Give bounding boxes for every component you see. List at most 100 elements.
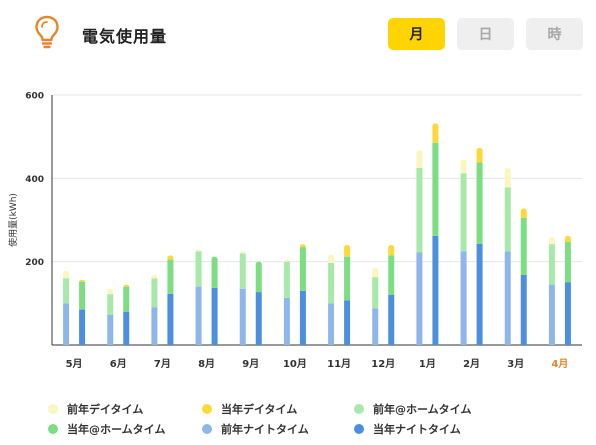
legend-label: 当年ナイトタイム xyxy=(373,423,461,436)
tab-month[interactable]: 月 xyxy=(388,18,445,50)
legend-item: 前年デイタイム xyxy=(48,401,143,417)
bar-segment xyxy=(107,294,114,315)
bar-segment xyxy=(432,123,439,143)
bar-segment xyxy=(283,259,290,263)
legend-item: 前年@ホームタイム xyxy=(354,401,471,417)
bar-segment xyxy=(195,251,202,287)
bar-segment xyxy=(123,284,130,288)
bar-segment xyxy=(564,282,571,345)
bar-segment xyxy=(239,253,246,289)
bar-segment xyxy=(123,286,130,312)
bar-segment xyxy=(520,208,527,218)
bar-segment xyxy=(520,217,527,275)
bar-segment xyxy=(372,277,379,309)
y-axis-label: 使用量(kWh) xyxy=(7,193,19,247)
bar-segment xyxy=(299,244,306,248)
y-tick-label: 400 xyxy=(25,175,44,185)
x-tick-label: 10月 xyxy=(283,358,307,370)
bar-segment xyxy=(548,237,555,245)
usage-chart: 200 400 600 使用量(kWh) 5月 6月 7月 8月 9月 10月 11月 12月 1月 2月… xyxy=(7,92,582,370)
legend-item: 前年ナイトタイム xyxy=(202,421,309,437)
bar-segment xyxy=(167,259,174,294)
bar-segment xyxy=(107,288,114,295)
legend-swatch xyxy=(354,424,364,434)
bar-segment xyxy=(548,244,555,285)
bar-segment xyxy=(328,262,335,304)
bar-segment xyxy=(388,245,395,256)
tab-hour[interactable]: 時 xyxy=(526,18,583,50)
bar-segment xyxy=(476,162,483,244)
bar-segment xyxy=(548,284,555,345)
y-tick-label: 600 xyxy=(25,92,44,102)
bar-segment xyxy=(388,255,395,295)
bar-segment xyxy=(151,275,158,279)
x-tick-label: 1月 xyxy=(419,358,436,370)
bar-segment xyxy=(167,293,174,345)
tab-day[interactable]: 日 xyxy=(457,18,514,50)
bar-segment xyxy=(432,142,439,236)
bar-segment xyxy=(123,311,130,345)
bar-segment xyxy=(211,287,218,345)
bar-segment xyxy=(167,255,174,260)
lightbulb-icon xyxy=(34,14,60,54)
bar-segment xyxy=(255,292,262,345)
bar-segment xyxy=(344,300,351,345)
legend-label: 前年ナイトタイム xyxy=(221,423,309,436)
legend-swatch xyxy=(48,424,58,434)
x-tick-label: 4月 xyxy=(551,358,568,370)
bar-segment xyxy=(328,254,335,263)
legend-swatch xyxy=(202,404,212,414)
bar-segment xyxy=(283,261,290,298)
legend-item: 当年ナイトタイム xyxy=(354,421,461,437)
x-tick-label: 3月 xyxy=(507,358,524,370)
bar-segment xyxy=(299,290,306,345)
bar-segment xyxy=(460,251,467,345)
bar-segment xyxy=(195,286,202,345)
x-tick-label: 12月 xyxy=(371,358,395,370)
y-tick-label: 200 xyxy=(25,258,44,268)
bar-segment xyxy=(476,243,483,345)
bar-segment xyxy=(372,267,379,278)
bar-segment xyxy=(520,275,527,345)
bar-segment xyxy=(416,167,423,253)
bar-segment xyxy=(476,147,483,163)
bar-segment xyxy=(107,315,114,345)
bar-segment xyxy=(328,303,335,345)
bar-segment xyxy=(239,251,246,255)
bar-segment xyxy=(299,247,306,291)
bar-segment xyxy=(63,303,70,345)
legend-swatch xyxy=(202,424,212,434)
bar-segment xyxy=(416,150,423,168)
x-tick-label: 2月 xyxy=(463,358,480,370)
bar-segment xyxy=(564,242,571,283)
bar-segment xyxy=(432,235,439,345)
legend-label: 当年@ホームタイム xyxy=(67,423,166,436)
legend-label: 前年デイタイム xyxy=(67,403,144,416)
bar-segment xyxy=(504,167,511,188)
legend-item: 当年デイタイム xyxy=(202,401,297,417)
bar-segment xyxy=(504,187,511,252)
bar-segment xyxy=(63,278,70,304)
bar-segment xyxy=(372,308,379,345)
bar-segment xyxy=(283,297,290,345)
bar-segment xyxy=(63,270,70,279)
bar-segment xyxy=(195,249,202,253)
x-tick-label: 6月 xyxy=(110,358,127,370)
bar-segment xyxy=(416,252,423,345)
legend-swatch xyxy=(48,404,58,414)
bar-segment xyxy=(344,245,351,257)
bar-segment xyxy=(211,256,218,288)
legend-label: 当年デイタイム xyxy=(221,403,298,416)
bar-segment xyxy=(151,307,158,345)
bar-segment xyxy=(388,295,395,345)
legend-item: 当年@ホームタイム xyxy=(48,421,165,437)
bar-segment xyxy=(79,281,86,310)
bar-segment xyxy=(79,309,86,345)
bar-segment xyxy=(255,261,262,293)
chart-legend: 前年デイタイム 当年デイタイム 前年@ホームタイム当年@ホームタイム 前年ナイトタイム… xyxy=(0,394,596,445)
x-tick-label: 11月 xyxy=(327,358,351,370)
bar-segment xyxy=(151,278,158,308)
x-tick-label: 8月 xyxy=(198,358,215,370)
header: 電気使用量 月 日 時 xyxy=(0,0,596,70)
bar-segment xyxy=(344,256,351,301)
